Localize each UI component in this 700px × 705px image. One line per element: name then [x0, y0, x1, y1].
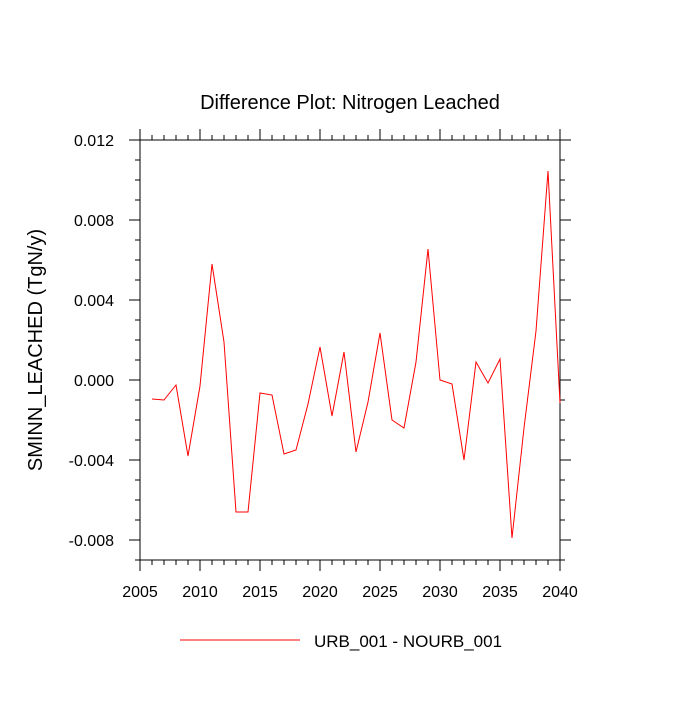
series-line-0: [151, 170, 561, 539]
x-tick-label: 2035: [482, 584, 518, 601]
x-tick-label: 2025: [362, 584, 398, 601]
y-axis-label: SMINN_LEACHED (TgN/y): [25, 229, 47, 471]
legend: URB_001 - NOURB_001: [180, 632, 502, 651]
plot-area: 2005 2010 2015 2020 2025 2030 2035 2040 -0.008 -0…: [69, 129, 578, 601]
y-tick-label: -0.008: [69, 533, 114, 550]
x-tick-label: 2015: [242, 584, 278, 601]
legend-label-urb-minus-nourb: URB_001 - NOURB_001: [314, 632, 502, 651]
x-tick-label: 2030: [422, 584, 458, 601]
y-tick-label: -0.004: [69, 453, 114, 470]
chart-title: Difference Plot: Nitrogen Leached: [200, 92, 500, 114]
y-tick-label: 0.008: [74, 213, 114, 230]
plot-frame: [139, 139, 561, 561]
y-tick-label: 0.000: [74, 373, 114, 390]
x-tick-label: 2005: [122, 584, 158, 601]
x-tick-label: 2020: [302, 584, 338, 601]
x-tick-label: 2010: [182, 584, 218, 601]
y-tick-label: 0.004: [74, 293, 114, 310]
x-tick-label: 2040: [542, 584, 578, 601]
y-tick-label: 0.012: [74, 133, 114, 150]
